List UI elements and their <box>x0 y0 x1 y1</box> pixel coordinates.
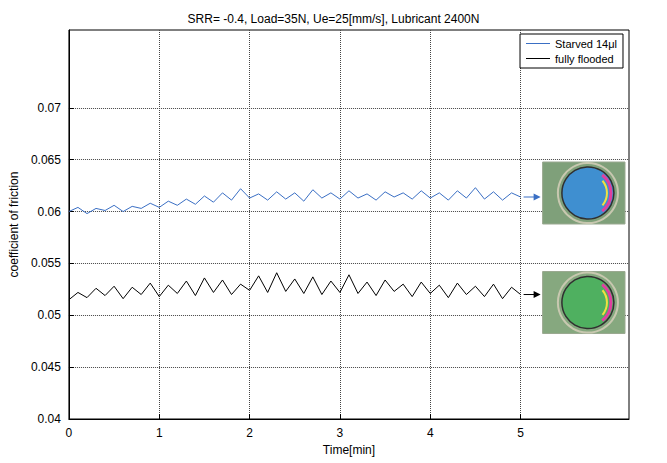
svg-text:0.065: 0.065 <box>31 153 61 167</box>
svg-text:3: 3 <box>337 426 344 440</box>
svg-text:0.07: 0.07 <box>38 101 62 115</box>
svg-text:0.04: 0.04 <box>38 412 62 426</box>
svg-text:0.055: 0.055 <box>31 256 61 270</box>
svg-text:SRR= -0.4, Load=35N, Ue=25[mm/: SRR= -0.4, Load=35N, Ue=25[mm/s], Lubric… <box>188 12 480 26</box>
svg-text:5: 5 <box>517 426 524 440</box>
svg-text:fully flooded: fully flooded <box>555 53 614 65</box>
svg-text:Time[min]: Time[min] <box>323 443 375 457</box>
svg-text:coefficient of friction: coefficient of friction <box>7 172 21 278</box>
svg-text:2: 2 <box>246 426 253 440</box>
svg-text:1: 1 <box>156 426 163 440</box>
svg-text:Starved 14μl: Starved 14μl <box>555 38 617 50</box>
svg-text:4: 4 <box>427 426 434 440</box>
svg-text:0.045: 0.045 <box>31 360 61 374</box>
svg-text:0: 0 <box>66 426 73 440</box>
svg-text:0.06: 0.06 <box>38 205 62 219</box>
svg-text:0.05: 0.05 <box>38 308 62 322</box>
